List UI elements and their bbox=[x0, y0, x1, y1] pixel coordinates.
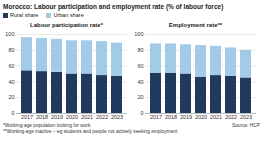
html-text:Urban share: Urban share bbox=[53, 12, 84, 18]
svg-text:80: 80 bbox=[137, 47, 143, 53]
svg-text:20: 20 bbox=[8, 94, 14, 100]
svg-text:80: 80 bbox=[8, 47, 14, 53]
svg-text:2022: 2022 bbox=[96, 114, 108, 120]
html-text:**Working-age inactive – eg st: **Working-age inactive – eg students and… bbox=[3, 128, 178, 134]
svg-text:2020: 2020 bbox=[195, 114, 207, 120]
svg-text:2020: 2020 bbox=[66, 114, 78, 120]
svg-text:2021: 2021 bbox=[81, 114, 93, 120]
svg-text:2023: 2023 bbox=[240, 114, 252, 120]
svg-text:40: 40 bbox=[137, 79, 143, 85]
svg-text:2018: 2018 bbox=[165, 114, 177, 120]
html-text:*Working-age population lookin: *Working-age population looking for work bbox=[3, 123, 91, 128]
svg-text:60: 60 bbox=[8, 63, 14, 69]
html-text:Employment rate**: Employment rate** bbox=[168, 22, 223, 28]
svg-text:100: 100 bbox=[134, 31, 143, 37]
svg-text:2017: 2017 bbox=[150, 114, 162, 120]
svg-text:60: 60 bbox=[137, 63, 143, 69]
svg-text:40: 40 bbox=[8, 79, 14, 85]
html-text:Source: HCP: Source: HCP bbox=[232, 123, 260, 128]
svg-text:100: 100 bbox=[5, 31, 14, 37]
svg-text:2019: 2019 bbox=[180, 114, 192, 120]
svg-text:2017: 2017 bbox=[21, 114, 33, 120]
svg-text:2021: 2021 bbox=[210, 114, 222, 120]
svg-text:2022: 2022 bbox=[225, 114, 237, 120]
svg-text:2019: 2019 bbox=[51, 114, 63, 120]
html-text:Rural share: Rural share bbox=[10, 12, 39, 18]
svg-text:0: 0 bbox=[11, 110, 14, 116]
html-text:Labour participation rate*: Labour participation rate* bbox=[30, 22, 103, 28]
svg-text:0: 0 bbox=[140, 110, 143, 116]
svg-text:2023: 2023 bbox=[111, 114, 123, 120]
svg-text:2018: 2018 bbox=[36, 114, 48, 120]
html-text:Morocco: Labour participation: Morocco: Labour participation and employ… bbox=[3, 3, 224, 10]
svg-text:20: 20 bbox=[137, 94, 143, 100]
